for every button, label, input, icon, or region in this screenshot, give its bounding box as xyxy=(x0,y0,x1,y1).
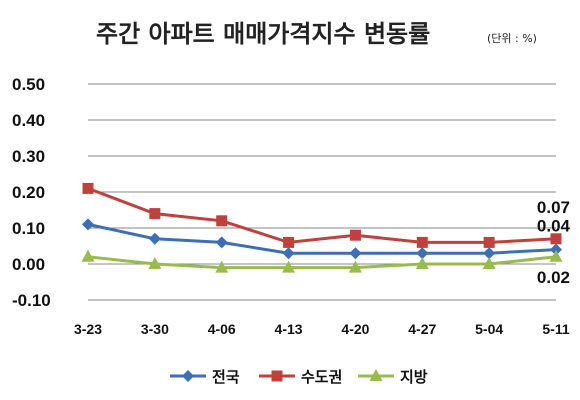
series-0 xyxy=(82,218,562,260)
x-tick-label: 3-23 xyxy=(74,321,102,337)
series-group xyxy=(81,182,563,273)
chart-title: 주간 아파트 매매가격지수 변동률 xyxy=(96,20,430,48)
data-point xyxy=(416,236,428,248)
x-axis: 3-23 3-30 4-06 4-13 4-20 4-27 5-04 5-11 xyxy=(74,321,570,337)
legend: 전국 수도권 지방 xyxy=(170,368,428,386)
data-point xyxy=(81,249,95,262)
data-point xyxy=(550,233,562,245)
y-tick-label: 0.50 xyxy=(12,75,45,94)
legend-item: 전국 xyxy=(170,368,240,386)
x-tick-label: 3-30 xyxy=(141,321,169,337)
legend-item: 수도권 xyxy=(259,368,342,386)
data-point xyxy=(82,218,94,231)
series-2 xyxy=(81,249,563,273)
x-tick-label: 5-04 xyxy=(475,321,503,337)
data-point xyxy=(349,247,362,260)
legend-marker xyxy=(271,370,283,382)
data-point xyxy=(149,208,161,220)
y-tick-label: 0.10 xyxy=(12,219,45,238)
x-tick-label: 4-20 xyxy=(341,321,369,337)
series-line xyxy=(87,255,557,270)
data-point xyxy=(82,182,94,194)
x-tick-label: 4-06 xyxy=(208,321,236,337)
legend-label: 지방 xyxy=(400,368,428,386)
data-point xyxy=(283,236,295,248)
data-point xyxy=(415,257,429,269)
x-tick-label: 5-11 xyxy=(542,321,569,337)
legend-label: 전국 xyxy=(212,368,240,386)
data-point xyxy=(483,247,496,260)
data-point xyxy=(148,232,161,245)
data-point xyxy=(482,257,496,269)
y-tick-label: 0.00 xyxy=(12,255,45,274)
series-line xyxy=(87,186,557,244)
data-point xyxy=(549,249,563,262)
data-label: 0.04 xyxy=(537,217,571,236)
x-tick-label: 4-27 xyxy=(408,321,436,337)
series-line xyxy=(87,222,557,255)
data-point xyxy=(215,260,229,273)
y-tick-label: 0.30 xyxy=(12,147,45,166)
legend-item: 지방 xyxy=(358,368,428,386)
data-point xyxy=(216,215,228,227)
data-label: 0.02 xyxy=(537,268,570,287)
y-tick-label: 0.40 xyxy=(12,111,45,130)
data-point xyxy=(349,229,361,241)
y-axis: 0.50 0.40 0.30 0.20 0.10 0.00 -0.10 xyxy=(12,75,51,310)
x-tick-label: 4-13 xyxy=(275,321,303,337)
chart-unit: (단위 : %) xyxy=(487,32,537,45)
data-point xyxy=(348,260,362,273)
data-point xyxy=(282,247,295,260)
data-label: 0.07 xyxy=(537,198,570,217)
y-tick-label: 0.20 xyxy=(12,183,45,202)
legend-marker xyxy=(369,369,383,381)
y-tick-label: -0.10 xyxy=(12,291,51,310)
data-point xyxy=(148,257,162,269)
legend-label: 수도권 xyxy=(301,368,342,386)
data-point xyxy=(550,243,562,256)
series-1 xyxy=(82,182,562,248)
data-point xyxy=(483,236,495,248)
data-point xyxy=(215,236,228,249)
legend-marker xyxy=(182,370,194,382)
data-labels: 0.070.04 0.02 xyxy=(537,198,571,287)
data-point xyxy=(282,260,296,273)
data-point xyxy=(416,247,429,260)
